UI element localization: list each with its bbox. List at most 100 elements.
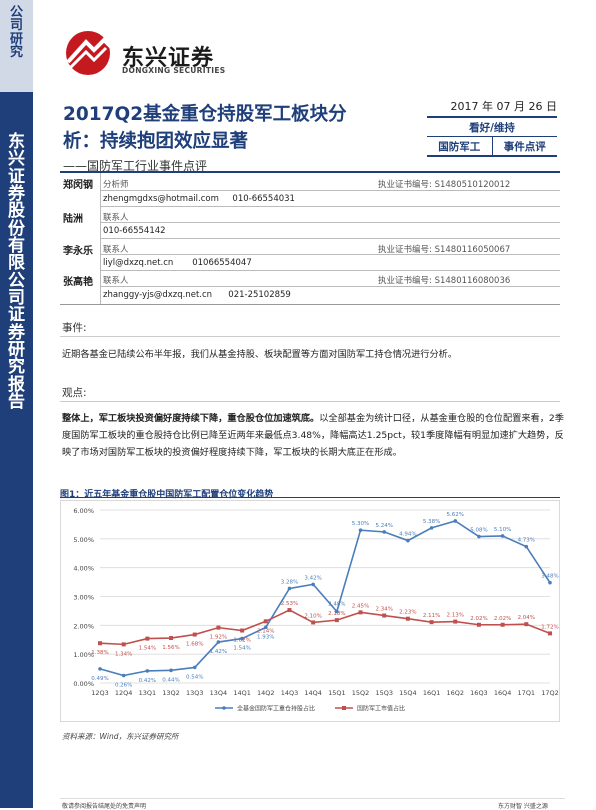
analyst-row-divider: [100, 190, 560, 191]
data-label: 1.68%: [186, 642, 203, 648]
event-label: 事件:: [62, 322, 87, 334]
analyst-row-divider: [100, 238, 560, 239]
legend-label: 国防军工市值占比: [357, 705, 405, 713]
analyst-role: 联系人: [103, 245, 129, 255]
x-tick-label: 16Q2: [446, 689, 464, 697]
data-point: [500, 622, 505, 627]
footer-divider: [60, 798, 565, 799]
data-label: 5.08%: [470, 528, 487, 534]
data-point: [287, 608, 292, 613]
data-label: 5.24%: [375, 523, 392, 529]
x-tick-label: 15Q1: [328, 689, 346, 697]
data-point: [169, 668, 173, 673]
data-point: [334, 618, 339, 623]
data-point: [216, 625, 221, 630]
data-point: [145, 636, 150, 641]
data-label: 2.53%: [281, 601, 298, 607]
data-label: 2.14%: [257, 628, 274, 634]
data-point: [524, 544, 529, 549]
analyst-cert: 执业证书编号: S1480510120012: [378, 180, 511, 190]
x-tick-label: 16Q3: [470, 689, 488, 697]
header-divider: [60, 171, 560, 173]
report-info-box: 2017 年 07 月 26 日 看好/维持 国防军工 事件点评: [427, 98, 557, 157]
data-label: 2.02%: [494, 616, 511, 622]
x-tick-label: 15Q3: [375, 689, 393, 697]
data-label: 0.44%: [162, 677, 179, 683]
data-label: 1.72%: [541, 624, 558, 630]
data-point: [429, 620, 434, 625]
analyst-row-divider: [100, 206, 560, 207]
data-label: 0.42%: [139, 678, 156, 684]
data-point: [98, 641, 102, 646]
data-label: 4.73%: [518, 538, 535, 544]
data-label: 2.23%: [399, 610, 416, 616]
data-point: [453, 619, 458, 624]
chart-frame: [60, 500, 560, 722]
y-tick-label: 2.00%: [73, 622, 94, 630]
data-point: [405, 616, 410, 621]
analyst-contact: zhanggy-yjs@dxzq.net.cn 021-25102859: [103, 290, 291, 300]
view-label: 观点:: [62, 387, 87, 399]
data-label: 1.82%: [233, 638, 250, 644]
data-label: 2.18%: [328, 611, 345, 617]
report-kind-label: 事件点评: [503, 141, 546, 153]
sidebar-report-type: 东兴证券股份有限公司证券研究报告: [8, 132, 25, 412]
report-title: 2017Q2基金重仓持股军工板块分析：持续抱团效应显著: [63, 104, 347, 152]
data-label: 5.10%: [494, 527, 511, 533]
data-point: [406, 538, 410, 543]
data-label: 2.11%: [423, 613, 440, 619]
data-point: [98, 667, 102, 671]
data-point: [263, 625, 268, 630]
x-tick-label: 16Q4: [494, 689, 512, 697]
legend-marker: [342, 706, 346, 710]
data-point: [240, 628, 245, 633]
data-point: [287, 586, 292, 591]
y-tick-label: 4.00%: [73, 565, 94, 573]
data-label: 1.38%: [91, 650, 108, 656]
report-subtitle: ——国防军工行业事件点评: [63, 159, 208, 173]
figure-title: 图1：近五年基金重仓股中国防军工配置仓位变化趋势: [60, 490, 274, 500]
data-point: [524, 622, 529, 627]
data-point: [192, 665, 197, 670]
data-point: [335, 609, 339, 614]
analyst-name: 陆洲: [63, 214, 83, 225]
data-point: [358, 528, 363, 532]
data-point: [240, 636, 244, 641]
analyst-role: 联系人: [103, 213, 129, 223]
y-tick-label: 5.00%: [73, 536, 94, 544]
data-label: 1.34%: [115, 651, 132, 657]
data-point: [477, 534, 481, 539]
data-point: [216, 640, 221, 644]
data-point: [382, 530, 387, 534]
x-tick-label: 13Q1: [139, 689, 157, 697]
x-tick-label: 14Q4: [304, 689, 322, 697]
data-label: 3.42%: [304, 575, 321, 581]
data-point: [548, 631, 552, 636]
data-label: 5.30%: [352, 521, 369, 527]
data-label: 1.93%: [257, 634, 274, 640]
analyst-contact: zhengmgdxs@hotmail.com 010-66554031: [103, 194, 295, 204]
data-label: 2.34%: [375, 607, 392, 613]
footer-motto: 东方财智 兴盛之源: [498, 803, 548, 810]
analyst-contact: 010-66554142: [103, 226, 166, 236]
data-label: 1.92%: [210, 635, 227, 641]
section-divider: [60, 401, 560, 402]
y-tick-label: 6.00%: [73, 507, 94, 515]
data-point: [263, 619, 268, 624]
data-point: [145, 669, 150, 673]
sidebar-category-box: [0, 0, 33, 92]
data-point: [548, 580, 552, 585]
data-label: 0.54%: [186, 674, 203, 680]
data-label: 2.45%: [352, 603, 369, 609]
x-tick-label: 14Q3: [281, 689, 299, 697]
data-point: [476, 622, 481, 627]
analyst-row-divider: [100, 222, 560, 223]
line-chart: 0.00% 1.00% 2.00% 3.00% 4.00% 5.00% 6.00% 12Q3 1…: [60, 500, 560, 722]
data-point: [500, 534, 505, 538]
x-tick-label: 16Q1: [423, 689, 441, 697]
x-tick-label: 17Q2: [541, 689, 559, 697]
series-line: [99, 609, 551, 646]
view-bold-lead: 整体上，军工板块投资偏好度持续下降，重仓股仓位加速筑底。: [62, 413, 320, 424]
y-tick-label: 0.00%: [73, 680, 94, 688]
data-label: 2.10%: [304, 613, 321, 619]
